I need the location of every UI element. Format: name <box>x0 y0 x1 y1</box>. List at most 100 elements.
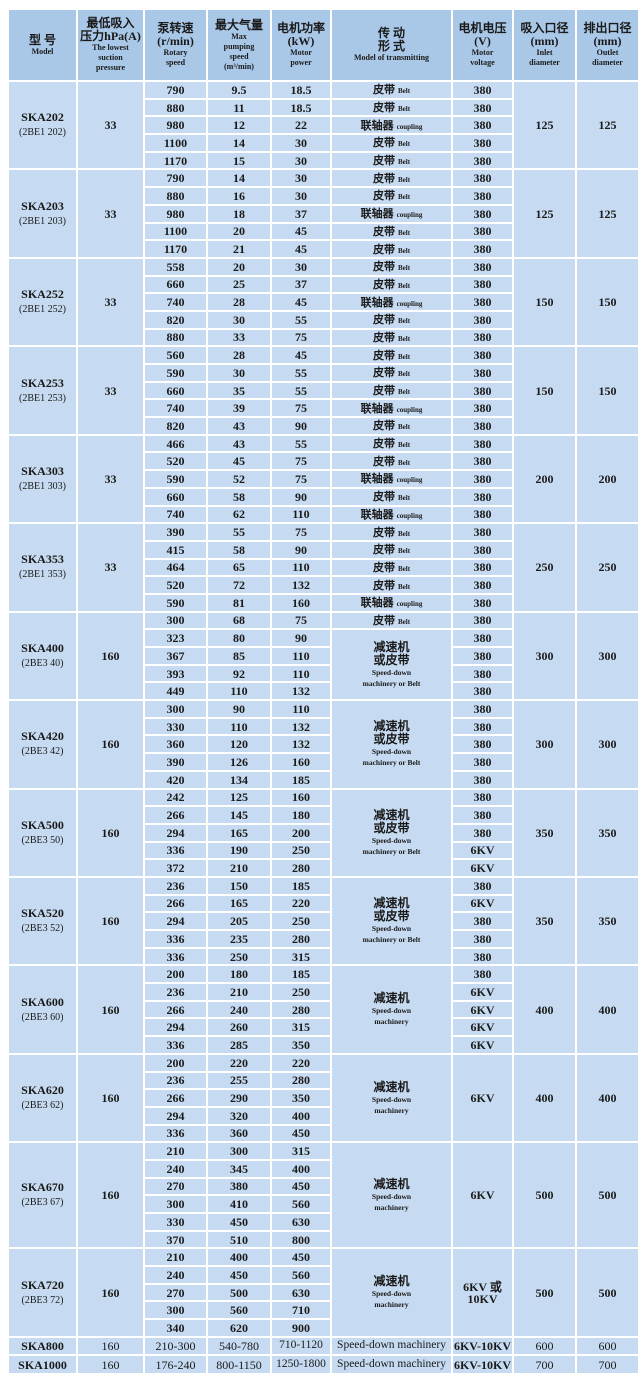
column-header-en: Outlet <box>596 48 619 57</box>
transmission-cell: 联轴器 coupling <box>330 504 453 525</box>
motor-power-cell: 30 <box>270 256 332 277</box>
max-pumping-speed-cell: 180 <box>206 964 272 985</box>
transmission-cell: 皮带 Belt <box>330 168 453 189</box>
transmission-cn: 减速机 <box>373 991 410 1006</box>
motor-voltage-cell: 6KV-10KV <box>451 1335 514 1357</box>
inlet-diameter-cell: 150 <box>512 256 577 348</box>
transmission-cell: Speed-down machinery <box>330 1335 453 1357</box>
table-row: SKA303 (2BE1 303) 33 466 43 55 皮带 Belt 380 200 20… <box>7 433 640 525</box>
motor-voltage-cell: 380 <box>451 292 514 312</box>
max-pumping-speed-cell: 800-1150 <box>206 1354 272 1375</box>
max-pumping-speed-cell: 255 <box>206 1070 272 1091</box>
transmission-cell: 皮带 Belt <box>330 186 453 206</box>
min-suction-pressure-cell: 160 <box>76 1052 145 1144</box>
model-name: SKA520 <box>21 906 64 921</box>
inlet-diameter-cell: 200 <box>512 433 577 525</box>
max-pumping-speed-cell: 62 <box>206 504 272 525</box>
table-row: 820 43 90 皮带 Belt 380 <box>8 416 639 436</box>
table-row: 660 35 55 皮带 Belt 380 <box>8 380 639 401</box>
transmission-en: Belt <box>397 246 411 255</box>
table-row: 1170 21 45 皮带 Belt 380 <box>8 239 639 259</box>
motor-power-cell: 75 <box>270 469 332 489</box>
max-pumping-speed-cell: 33 <box>206 327 272 348</box>
max-pumping-speed-cell: 560 <box>206 1300 272 1321</box>
rotary-speed-cell: 236 <box>143 875 208 896</box>
motor-power-cell: 30 <box>270 186 332 206</box>
motor-voltage-cell: 380 <box>451 380 514 401</box>
min-suction-pressure-cell: 160 <box>76 610 145 702</box>
motor-power-cell: 185 <box>270 875 332 896</box>
motor-power-cell: 132 <box>270 734 332 755</box>
motor-voltage-cell: 380 <box>451 734 514 755</box>
column-header-en: diameter <box>529 58 560 67</box>
inlet-diameter-cell: 700 <box>512 1354 577 1375</box>
table-row: 266 165 220 6KV <box>8 893 639 914</box>
model-name: SKA400 <box>21 640 64 655</box>
motor-voltage-cell: 380 <box>451 398 514 419</box>
transmission-cn: 皮带 <box>372 102 395 115</box>
transmission-en: Belt <box>397 281 411 290</box>
max-pumping-speed-cell: 210 <box>206 858 272 878</box>
max-pumping-speed-cell: 450 <box>206 1212 272 1232</box>
transmission-cn: 皮带 <box>372 278 395 291</box>
transmission-cn: 联轴器 <box>360 119 394 132</box>
motor-power-cell: 900 <box>270 1318 332 1338</box>
motor-power-cell: 250 <box>270 840 332 861</box>
rotary-speed-cell: 200 <box>143 1052 208 1073</box>
model-cell: SKA600 (2BE3 60) <box>7 964 78 1055</box>
table-row: SKA420 (2BE3 42) 160 300 90 110 减速机 或皮带 Speed-do… <box>7 699 640 790</box>
inlet-diameter-cell: 600 <box>512 1335 577 1357</box>
motor-power-cell: 450 <box>270 1247 332 1268</box>
max-pumping-speed-cell: 28 <box>206 292 272 312</box>
motor-voltage-cell: 380 <box>451 699 514 719</box>
column-header-cn: 最低吸入 <box>86 16 135 30</box>
motor-power-cell: 37 <box>270 203 332 224</box>
model-cell: SKA303 (2BE1 303) <box>7 433 78 525</box>
motor-voltage-cell: 380 <box>451 787 514 808</box>
model-cell: SKA500 (2BE3 50) <box>7 787 78 878</box>
outlet-diameter-cell: 125 <box>575 168 640 259</box>
motor-voltage-cell: 6KV <box>451 840 514 861</box>
rotary-speed-cell: 336 <box>143 840 208 861</box>
rotary-speed-cell: 560 <box>143 345 208 365</box>
transmission-en: Belt <box>397 317 411 326</box>
motor-power-cell: 185 <box>270 769 332 790</box>
motor-power-cell: 110 <box>270 663 332 684</box>
table-row: 393 92 110 380 <box>8 663 639 684</box>
motor-power-cell: 75 <box>270 610 332 631</box>
max-pumping-speed-cell: 500 <box>206 1282 272 1303</box>
motor-voltage-cell: 380 <box>451 256 514 277</box>
motor-power-cell: 55 <box>270 309 332 330</box>
table-row: 236 210 250 6KV <box>8 982 639 1002</box>
table-row: SKA253 (2BE1 253) 33 560 28 45 皮带 Belt 380 150 15… <box>7 345 640 436</box>
motor-voltage-cell: 380 <box>451 822 514 843</box>
rotary-speed-cell: 294 <box>143 1017 208 1038</box>
rotary-speed-cell: 980 <box>143 203 208 224</box>
column-header-en: power <box>290 58 312 67</box>
max-pumping-speed-cell: 205 <box>206 911 272 931</box>
transmission-cn: 减速机 <box>373 1079 410 1094</box>
column-header-cn: (kW) <box>287 34 315 48</box>
table-row: 880 16 30 皮带 Belt 380 <box>8 186 639 206</box>
min-suction-pressure-cell: 33 <box>76 256 145 348</box>
transmission-en: Belt <box>397 564 411 573</box>
max-pumping-speed-cell: 540-780 <box>206 1335 272 1357</box>
model-name: SKA420 <box>21 729 64 744</box>
rotary-speed-cell: 367 <box>143 646 208 666</box>
model-code: (2BE1 203) <box>19 215 66 227</box>
max-pumping-speed-cell: 80 <box>206 628 272 648</box>
max-pumping-speed-cell: 360 <box>206 1123 272 1144</box>
transmission-cn: 联轴器 <box>360 508 394 521</box>
transmission-cn: 联轴器 <box>360 597 394 610</box>
transmission-cn: 皮带 <box>372 561 395 574</box>
motor-voltage-cell: 380 <box>451 575 514 595</box>
motor-voltage-cell: 380 <box>451 186 514 206</box>
inlet-diameter-cell: 350 <box>512 875 577 967</box>
motor-power-cell: 280 <box>270 1070 332 1091</box>
max-pumping-speed-cell: 14 <box>206 133 272 153</box>
rotary-speed-cell: 1100 <box>143 221 208 242</box>
rotary-speed-cell: 266 <box>143 893 208 914</box>
table-row: SKA600 (2BE3 60) 160 200 180 185 减速机 Speed-down… <box>7 964 640 1055</box>
column-header-cn: 排出口径 <box>583 21 632 35</box>
motor-power-cell: 350 <box>270 1088 332 1108</box>
